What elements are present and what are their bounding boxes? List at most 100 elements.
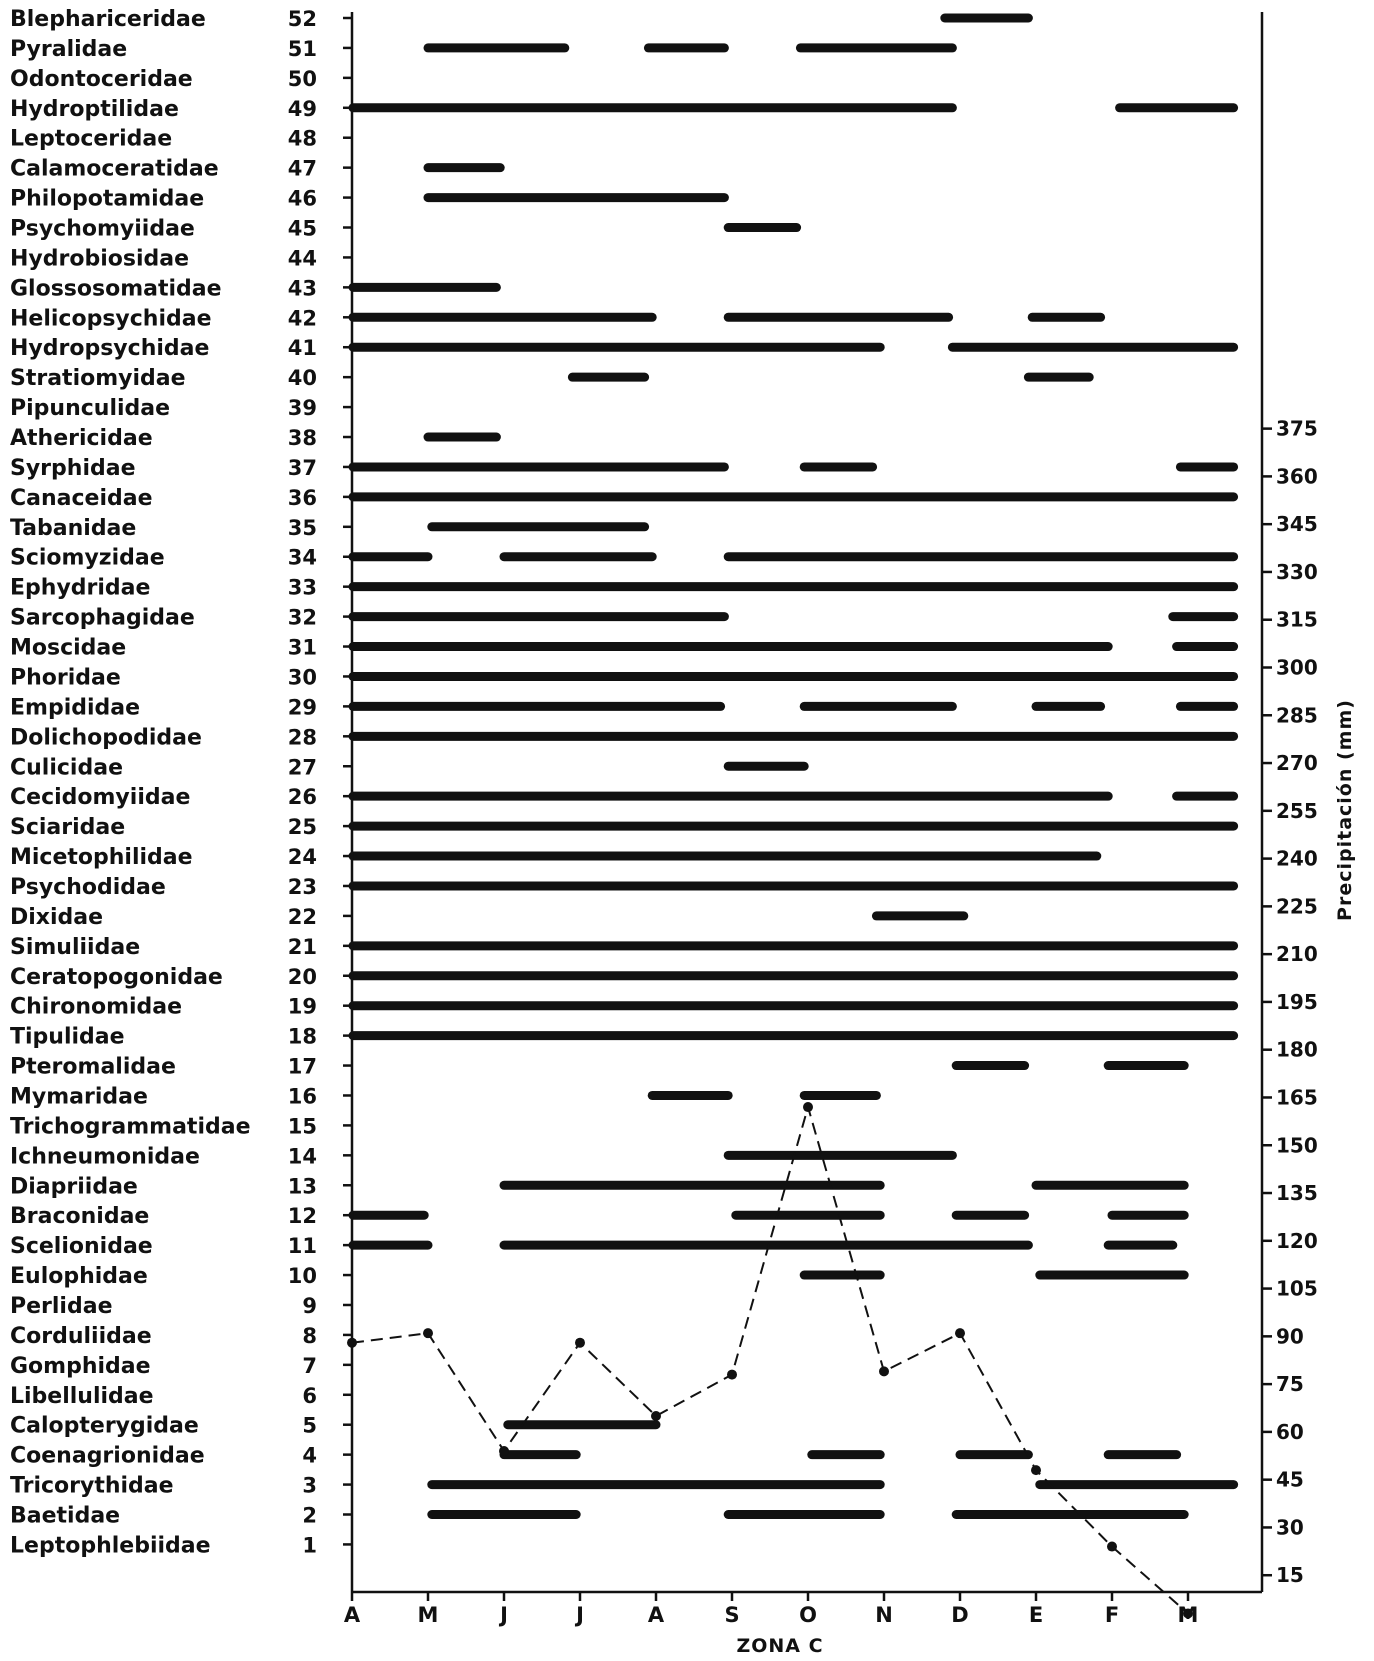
precip-tick-label: 75 bbox=[1276, 1372, 1304, 1396]
family-label: Helicopsychidae bbox=[10, 306, 212, 331]
precip-tick-label: 180 bbox=[1276, 1038, 1318, 1062]
family-number-label: 4 bbox=[302, 1444, 317, 1468]
y2-axis-title: Precipitación (mm) bbox=[1334, 699, 1356, 921]
precipitation-series bbox=[347, 1102, 1193, 1619]
family-number-label: 34 bbox=[288, 546, 317, 570]
family-label: Athericidae bbox=[10, 426, 153, 451]
precip-tick-label: 90 bbox=[1276, 1324, 1304, 1348]
family-number-label: 46 bbox=[288, 187, 317, 211]
precipitation-point bbox=[1031, 1465, 1041, 1476]
family-label: Blephariceridae bbox=[10, 7, 206, 32]
family-label: Tipulidae bbox=[10, 1025, 125, 1050]
family-label: Phoridae bbox=[10, 665, 121, 690]
precip-tick-label: 315 bbox=[1276, 608, 1318, 632]
precipitation-point bbox=[651, 1410, 661, 1421]
family-number-label: 12 bbox=[288, 1204, 317, 1228]
month-label: A bbox=[648, 1603, 665, 1627]
family-label: Tricorythidae bbox=[10, 1474, 174, 1499]
family-label: Hydroptilidae bbox=[10, 97, 179, 122]
family-number-label: 28 bbox=[288, 725, 317, 749]
month-label: J bbox=[498, 1603, 508, 1627]
precip-tick-label: 375 bbox=[1276, 417, 1318, 441]
precipitation-point bbox=[727, 1369, 737, 1380]
family-number-label: 19 bbox=[288, 995, 317, 1019]
family-number-label: 1 bbox=[302, 1533, 317, 1557]
family-label: Syrphidae bbox=[10, 456, 136, 481]
family-number-label: 26 bbox=[288, 785, 317, 809]
precipitation-point bbox=[1107, 1541, 1117, 1552]
family-label: Simuliidae bbox=[10, 935, 140, 960]
family-number-label: 32 bbox=[288, 606, 317, 630]
family-number-label: 14 bbox=[288, 1144, 317, 1168]
precipitation-point bbox=[955, 1328, 965, 1339]
family-number-label: 44 bbox=[288, 246, 317, 270]
family-label: Tabanidae bbox=[10, 516, 136, 541]
family-number-label: 51 bbox=[288, 37, 317, 61]
family-label: Diapriidae bbox=[10, 1174, 138, 1199]
family-label: Scelionidae bbox=[10, 1234, 153, 1259]
family-number-label: 31 bbox=[288, 636, 317, 660]
precip-tick-label: 30 bbox=[1276, 1515, 1304, 1539]
family-number-label: 43 bbox=[288, 276, 317, 300]
precip-tick-label: 240 bbox=[1276, 847, 1318, 871]
family-labels: Blephariceridae Pyralidae Odontoceridae Hyd… bbox=[10, 7, 251, 1558]
month-label: M bbox=[1178, 1603, 1199, 1627]
precip-tick-label: 345 bbox=[1276, 512, 1318, 536]
family-label: Sarcophagidae bbox=[10, 606, 195, 631]
family-label: Dolichopodidae bbox=[10, 725, 202, 750]
family-label: Pteromalidae bbox=[10, 1055, 176, 1080]
family-label: Psychomyiidae bbox=[10, 217, 195, 242]
family-number-label: 8 bbox=[302, 1324, 317, 1348]
month-label: F bbox=[1105, 1603, 1119, 1627]
family-number-label: 38 bbox=[288, 426, 317, 450]
family-number-label: 39 bbox=[288, 396, 317, 420]
family-label: Sciaridae bbox=[10, 815, 125, 840]
family-number-label: 10 bbox=[288, 1264, 317, 1288]
precip-tick-label: 120 bbox=[1276, 1229, 1318, 1253]
family-label: Leptoceridae bbox=[10, 127, 172, 152]
family-number-label: 23 bbox=[288, 875, 317, 899]
family-label: Chironomidae bbox=[10, 995, 182, 1020]
family-number-label: 5 bbox=[302, 1414, 317, 1438]
precip-tick-label: 165 bbox=[1276, 1085, 1318, 1109]
precip-tick-label: 15 bbox=[1276, 1563, 1304, 1587]
family-label: Hydrobiosidae bbox=[10, 246, 189, 271]
family-number-label: 30 bbox=[288, 665, 317, 689]
precip-tick-label: 300 bbox=[1276, 656, 1318, 680]
family-number-label: 42 bbox=[288, 306, 317, 330]
family-number-label: 6 bbox=[302, 1384, 317, 1408]
family-label: Ichneumonidae bbox=[10, 1144, 200, 1169]
family-number-label: 16 bbox=[288, 1084, 317, 1108]
family-label: Baetidae bbox=[10, 1504, 120, 1529]
family-label: Braconidae bbox=[10, 1204, 149, 1229]
month-label: J bbox=[574, 1603, 584, 1627]
family-label: Perlidae bbox=[10, 1294, 113, 1319]
family-label: Stratiomyidae bbox=[10, 366, 186, 391]
precip-tick-label: 225 bbox=[1276, 894, 1318, 918]
family-label: Philopotamidae bbox=[10, 187, 204, 212]
family-number-labels: 5251504948474645444342414039383736353433… bbox=[288, 7, 317, 1557]
family-number-label: 37 bbox=[288, 456, 317, 480]
precip-tick-label: 60 bbox=[1276, 1420, 1304, 1444]
family-label: Calopterygidae bbox=[10, 1414, 199, 1439]
family-number-label: 33 bbox=[288, 576, 317, 600]
family-label: Glossosomatidae bbox=[10, 276, 222, 301]
precip-tick-label: 210 bbox=[1276, 942, 1318, 966]
family-number-label: 3 bbox=[302, 1474, 317, 1498]
family-number-label: 13 bbox=[288, 1174, 317, 1198]
precip-tick-label: 360 bbox=[1276, 464, 1318, 488]
family-number-label: 41 bbox=[288, 336, 317, 360]
family-label: Canaceidae bbox=[10, 486, 153, 511]
precip-tick-label: 150 bbox=[1276, 1133, 1318, 1157]
family-number-label: 7 bbox=[302, 1354, 317, 1378]
family-label: Empididae bbox=[10, 695, 140, 720]
family-label: Libellulidae bbox=[10, 1384, 154, 1409]
family-label: Ceratopogonidae bbox=[10, 965, 223, 990]
precipitation-point bbox=[423, 1328, 433, 1339]
family-label: Sciomyzidae bbox=[10, 546, 165, 571]
precipitation-point bbox=[1183, 1608, 1193, 1619]
x-axis-title: ZONA C bbox=[736, 1635, 823, 1657]
precip-tick-label: 255 bbox=[1276, 799, 1318, 823]
presence-bars bbox=[348, 13, 1239, 1519]
family-label: Psychodidae bbox=[10, 875, 166, 900]
